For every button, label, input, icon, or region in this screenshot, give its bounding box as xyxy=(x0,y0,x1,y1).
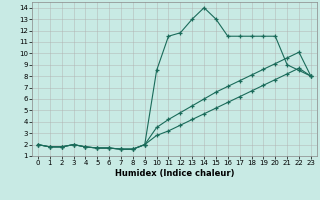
X-axis label: Humidex (Indice chaleur): Humidex (Indice chaleur) xyxy=(115,169,234,178)
